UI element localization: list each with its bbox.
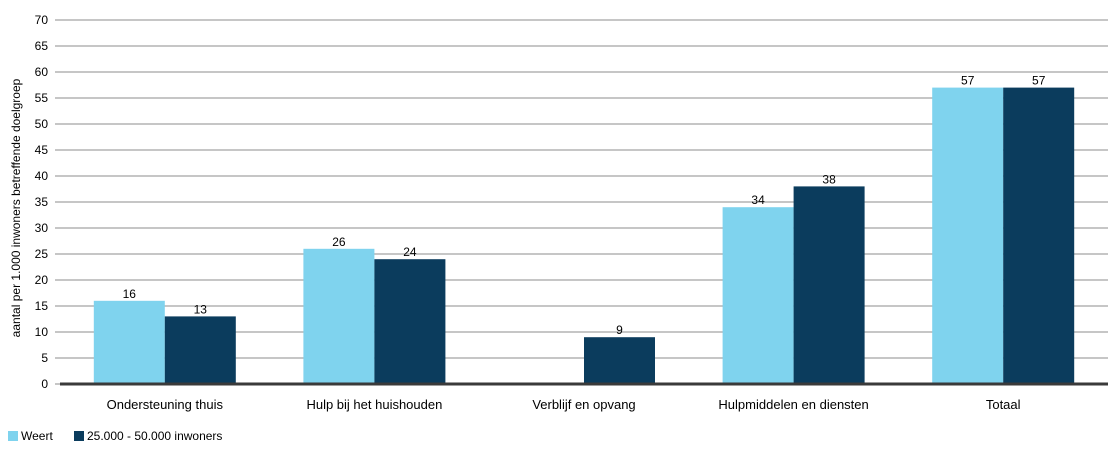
legend-swatch: [74, 431, 84, 441]
y-tick-label: 5: [41, 351, 48, 365]
data-label: 13: [194, 302, 208, 316]
y-tick-label: 70: [35, 13, 49, 27]
bar-series-2: [164, 316, 236, 384]
data-label: 38: [822, 172, 836, 186]
y-tick-label: 65: [35, 39, 49, 53]
x-category-label: Ondersteuning thuis: [107, 397, 224, 412]
bar-series-1: [722, 207, 794, 384]
y-axis-title: aantal per 1.000 inwoners betreffende do…: [9, 78, 23, 337]
y-tick-label: 30: [35, 221, 49, 235]
bars: [93, 87, 1075, 384]
data-label: 26: [332, 235, 346, 249]
data-label: 16: [123, 287, 137, 301]
y-tick-label: 15: [35, 299, 49, 313]
data-label: 57: [1032, 74, 1046, 88]
x-category-label: Hulpmiddelen en diensten: [718, 397, 868, 412]
bar-series-1: [303, 248, 375, 384]
data-label: 24: [403, 245, 417, 259]
bar-series-1: [932, 87, 1004, 384]
y-tick-label: 35: [35, 195, 49, 209]
y-tick-label: 20: [35, 273, 49, 287]
legend: Weert 25.000 - 50.000 inwoners: [8, 429, 222, 443]
legend-swatch: [8, 431, 18, 441]
x-category-label: Hulp bij het huishouden: [306, 397, 442, 412]
data-label: 34: [751, 193, 765, 207]
data-label: 9: [616, 323, 623, 337]
y-tick-label: 60: [35, 65, 49, 79]
bar-series-2: [1003, 87, 1075, 384]
bar-series-2: [793, 186, 865, 384]
bar-series-1: [93, 300, 165, 384]
x-category-label: Totaal: [986, 397, 1021, 412]
y-tick-label: 10: [35, 325, 49, 339]
data-labels: 16 13 26 24 9 34 38 57 57: [123, 74, 1046, 338]
legend-label: Weert: [21, 429, 53, 443]
x-category-label: Verblijf en opvang: [532, 397, 635, 412]
y-tick-label: 55: [35, 91, 49, 105]
y-tick-label: 50: [35, 117, 49, 131]
legend-label: 25.000 - 50.000 inwoners: [87, 429, 222, 443]
bar-series-2: [584, 337, 655, 384]
y-tick-label: 40: [35, 169, 49, 183]
y-tick-label: 0: [41, 377, 48, 391]
y-tick-label: 25: [35, 247, 49, 261]
y-tick-label: 45: [35, 143, 49, 157]
data-label: 57: [961, 74, 975, 88]
axes: 0 5 10 15 20 25 30 35 40 45 50 55 60 65 70 Ondersteunin…: [35, 13, 1108, 412]
gridlines: [60, 19, 1108, 359]
bar-series-2: [374, 259, 446, 384]
